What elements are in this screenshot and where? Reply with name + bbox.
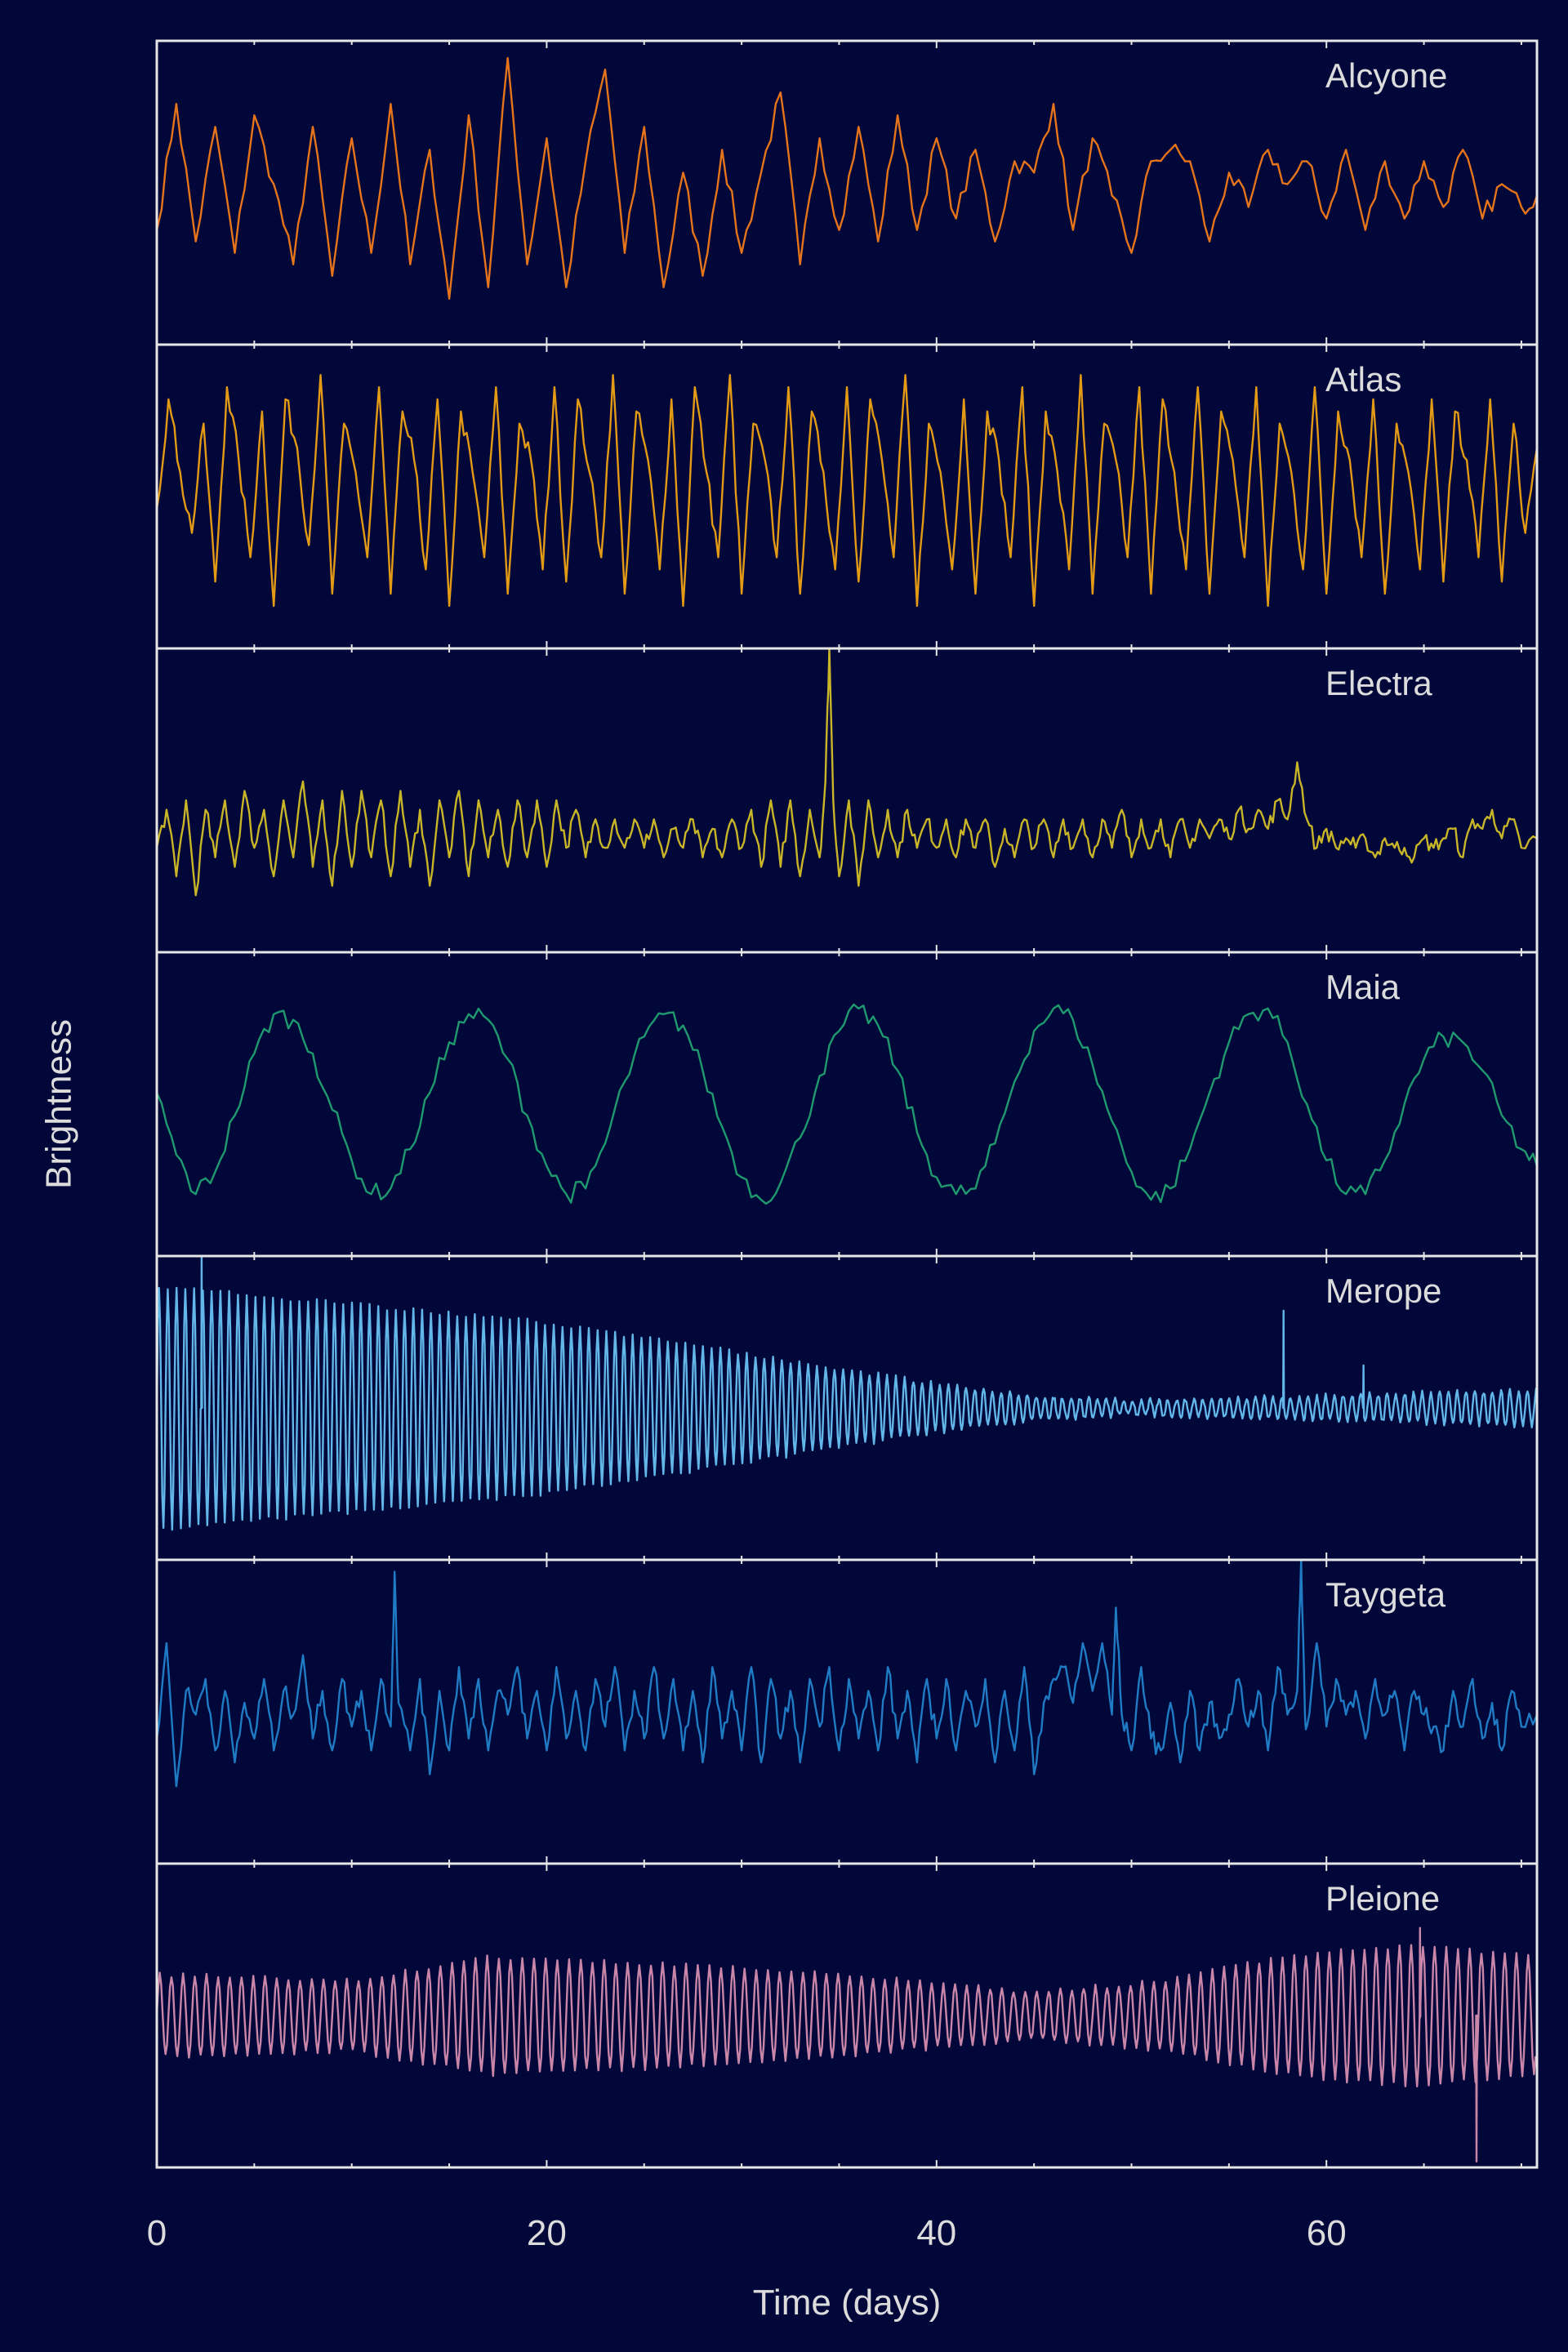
panel-frame-pleione bbox=[155, 1862, 1539, 2169]
y-axis-label: Brightness bbox=[39, 1019, 79, 1189]
series-label-atlas: Atlas bbox=[1325, 360, 1401, 399]
series-line-electra bbox=[157, 648, 1537, 897]
series-line-maia bbox=[157, 1003, 1537, 1205]
series-label-pleione: Pleione bbox=[1325, 1879, 1440, 1918]
series-line-alcyone bbox=[157, 56, 1537, 300]
series-line-merope bbox=[157, 1256, 1537, 1531]
panel-electra: Electra bbox=[155, 647, 1539, 954]
x-axis: 0 20 40 60 bbox=[147, 2213, 1347, 2253]
series-label-maia: Maia bbox=[1325, 968, 1401, 1006]
series-label-alcyone: Alcyone bbox=[1325, 56, 1447, 95]
x-tick-label-60: 60 bbox=[1307, 2213, 1347, 2253]
panel-merope: Merope bbox=[155, 1254, 1539, 1561]
series-label-merope: Merope bbox=[1325, 1272, 1441, 1310]
x-tick-label-40: 40 bbox=[916, 2213, 956, 2253]
series-line-pleione bbox=[157, 1927, 1537, 2163]
series-line-atlas bbox=[157, 374, 1537, 608]
panel-pleione: Pleione bbox=[155, 1862, 1539, 2169]
panel-maia: Maia bbox=[155, 951, 1539, 1258]
x-axis-label: Time (days) bbox=[753, 2283, 942, 2323]
series-label-taygeta: Taygeta bbox=[1325, 1575, 1446, 1614]
series-line-taygeta bbox=[157, 1560, 1537, 1788]
x-tick-label-0: 0 bbox=[147, 2213, 167, 2253]
panels-group: Alcyone Atlas Electra Maia Merope Taygeta Plei… bbox=[155, 39, 1539, 2169]
panel-atlas: Atlas bbox=[155, 343, 1539, 650]
x-tick-label-20: 20 bbox=[527, 2213, 567, 2253]
series-label-electra: Electra bbox=[1325, 664, 1432, 702]
